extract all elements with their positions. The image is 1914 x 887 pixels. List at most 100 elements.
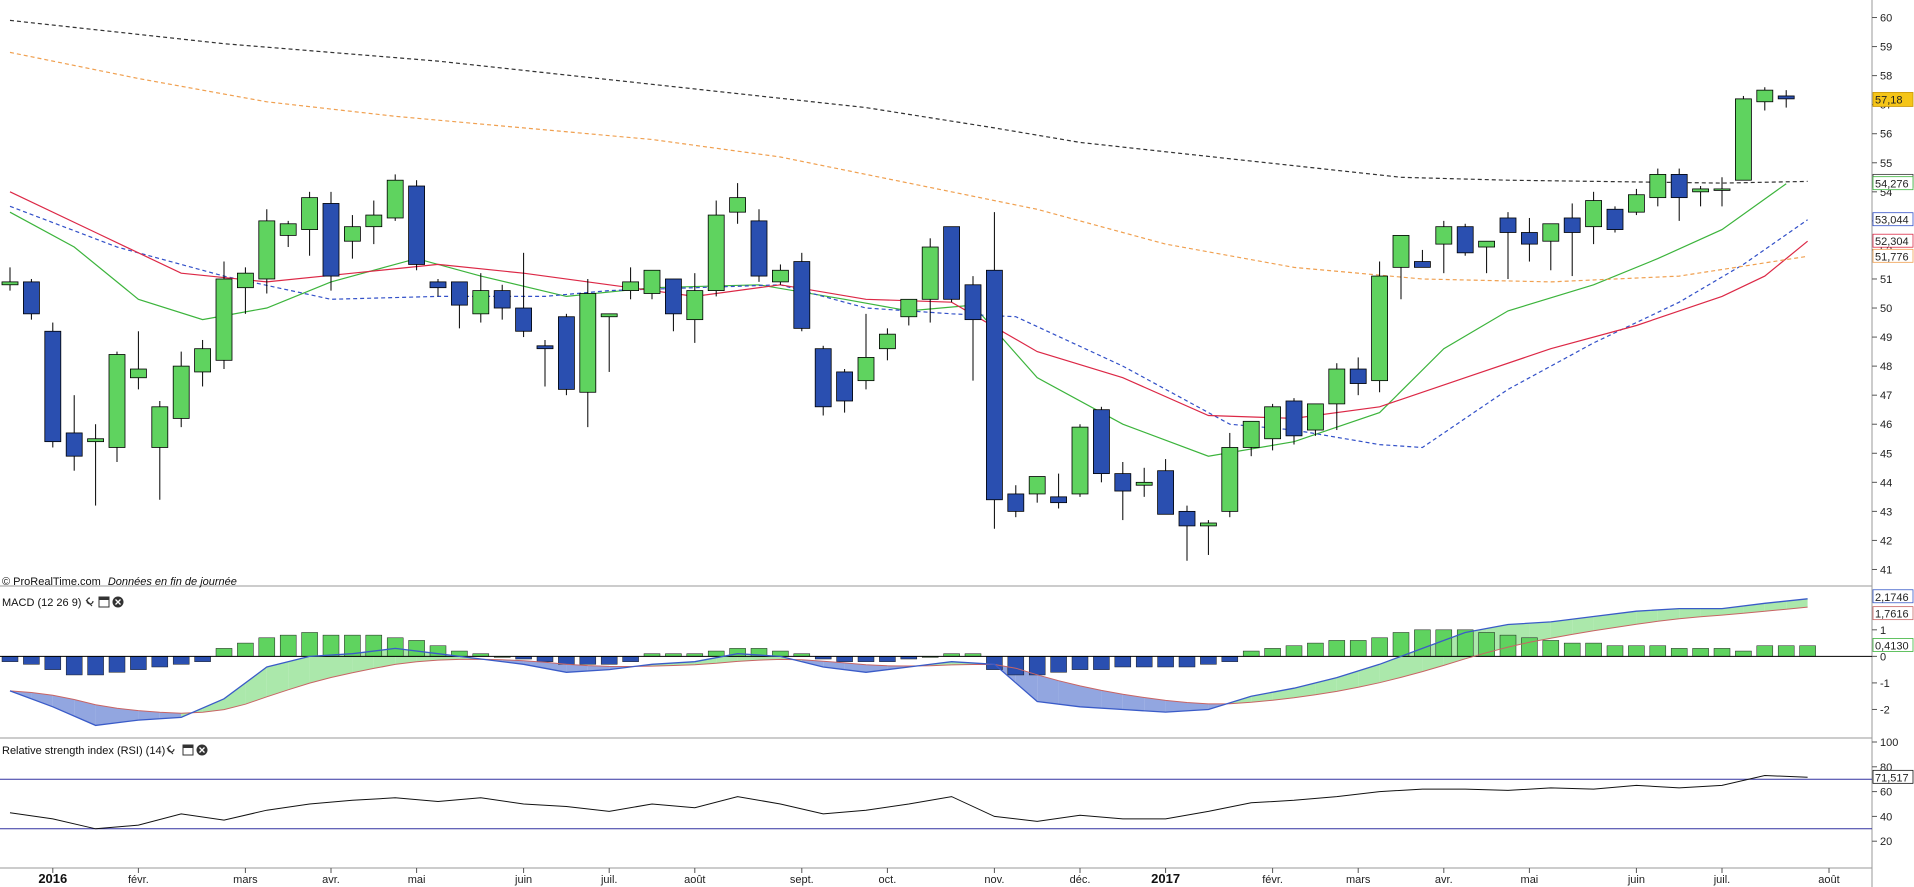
macd-histogram-bar [536,656,554,662]
candle-body [793,261,811,329]
macd-histogram-bar [1071,656,1089,670]
candle [365,200,383,245]
candle [472,273,490,323]
candle [964,276,982,381]
macd-fill [1358,664,1380,688]
macd-fill [1122,694,1145,711]
candle [707,200,725,297]
candle [1200,520,1217,555]
candle-body [1735,98,1752,181]
macd-histogram-bar [87,656,104,676]
macd-histogram-bar [172,656,190,665]
rsi-wrench-icon[interactable] [166,745,175,755]
candle [1307,403,1324,436]
macd-fill [866,664,888,673]
candle [536,339,554,387]
macd-wrench-icon[interactable] [85,597,94,607]
candle [258,209,276,294]
candle [172,351,190,428]
macd-histogram-bar [1713,648,1731,657]
ma-blue-line [9,205,1808,449]
last-price-badge [1872,92,1914,107]
time-tick-label: mai [1521,874,1539,886]
macd-histogram-bar [1371,637,1388,657]
candle-body [1349,368,1367,384]
candle-body [1478,240,1495,248]
candle [1349,357,1367,396]
candle [665,278,682,332]
macd-histogram-bar [857,656,875,662]
time-tick-label: mars [233,874,258,886]
candle-body [365,214,383,228]
candle [558,313,575,396]
candle-body [1563,217,1581,233]
candle [279,220,297,248]
macd-histogram-bar [1135,656,1153,668]
candle-body [986,269,1003,501]
candle-body [1371,275,1388,382]
time-tick-label: août [1818,874,1839,886]
candle-body [600,313,618,318]
candle [1478,240,1495,274]
macd-histogram-bar [622,656,639,662]
macd-value-label: 1,7616 [1875,609,1909,621]
macd-histogram-bar [1221,656,1239,662]
candle [772,264,789,285]
macd-fill [74,699,96,726]
macd-fill [1657,608,1680,622]
macd-window-bar-icon [99,597,109,600]
candle-body [772,269,789,283]
macd-histogram-bar [279,634,297,657]
macd-histogram-bar [1649,645,1667,657]
candle-body [579,293,597,393]
time-tick-label: août [684,874,705,886]
candle [1649,168,1667,207]
macd-histogram-bar [1050,656,1067,673]
candle [429,278,447,297]
macd-histogram-bar [365,634,383,657]
macd-tick-label: -1 [1880,678,1890,690]
price-tick-label: 44 [1880,477,1892,489]
candle-body [1221,447,1239,512]
macd-histogram-bar [194,656,211,662]
time-tick-label: juin [1627,874,1645,886]
candle [129,331,147,390]
candle-body [322,203,340,277]
candle [515,252,532,338]
ma-value-box [1872,233,1914,248]
candle-body [1285,400,1303,437]
candle-body [172,365,190,419]
candle [793,252,811,332]
candle-body [65,432,83,457]
macd-histogram-bar [1178,656,1196,668]
candle [215,261,233,370]
candle-body [665,278,682,315]
candle-body [1606,208,1624,230]
rsi-window-bar-icon [183,745,193,748]
candle [386,174,404,221]
macd-histogram-bar [258,637,276,657]
macd-histogram-bar [1307,642,1324,657]
macd-fill [1187,702,1209,711]
macd-panel: -2 -1 0 1 2,1746 1,7616 0,4130 MACD (12 26 9) [0,589,1914,727]
candle [1692,186,1709,207]
macd-header: MACD (12 26 9) [2,596,124,609]
candle [343,215,361,259]
macd-fill [1294,682,1316,698]
candle-body [215,278,233,361]
candle-body [1713,188,1731,191]
candle-body [450,281,468,306]
macd-fill [1786,598,1808,610]
macd-fill [1572,616,1594,635]
macd-fill [31,692,53,707]
time-tick-label: nov. [984,874,1004,886]
time-axis: 2016 févr. mars avr. mai juin juil. août sept. oc… [38,868,1840,886]
price-tick-label: 45 [1880,448,1892,460]
credit-note: Données en fin de journée [108,576,237,588]
macd-fill [309,655,331,684]
macd-value-box [1872,589,1914,604]
macd-histogram-bar [322,634,340,657]
macd-histogram-bar [1264,648,1281,657]
candle-body [87,438,104,443]
